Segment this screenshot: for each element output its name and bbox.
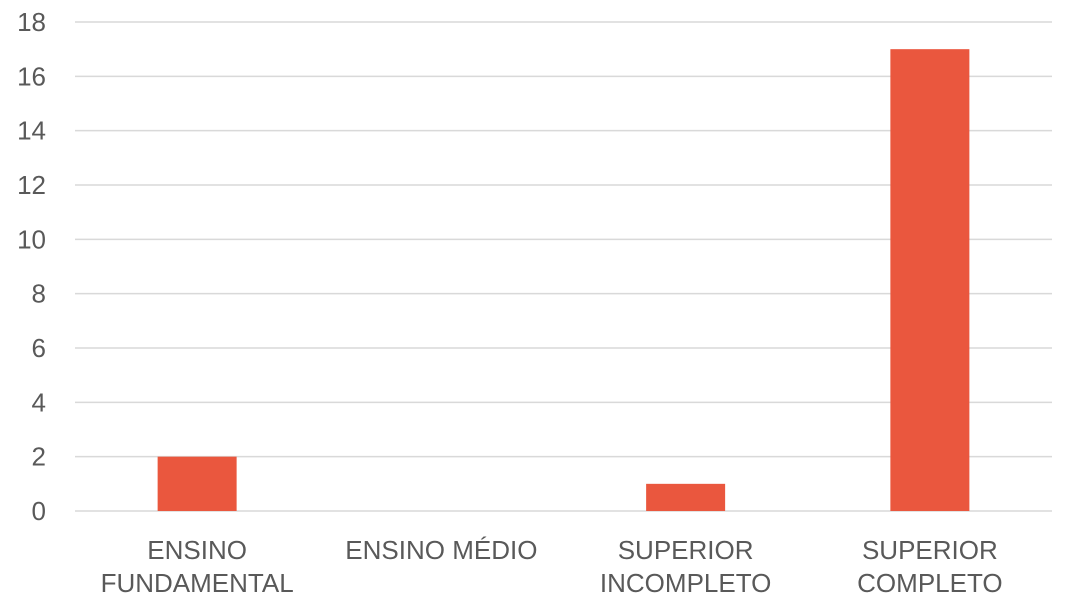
x-category-label: SUPERIOR INCOMPLETO	[600, 535, 771, 597]
y-tick-label: 10	[17, 224, 46, 254]
y-tick-label: 14	[17, 116, 46, 146]
x-category-label-line: SUPERIOR	[618, 535, 754, 565]
x-category-label-line: ENSINO MÉDIO	[345, 535, 537, 565]
y-tick-label: 6	[32, 333, 46, 363]
x-category-label-line: FUNDAMENTAL	[101, 568, 294, 597]
bar	[890, 49, 970, 512]
x-category-label-line: ENSINO	[147, 535, 247, 565]
y-axis-tick-labels: 0 2 4 6 8 10 12 14 16 18	[17, 7, 46, 526]
x-category-label: ENSINO MÉDIO	[345, 535, 537, 565]
x-category-label: ENSINO FUNDAMENTAL	[101, 535, 294, 597]
x-category-label-line: COMPLETO	[857, 568, 1002, 597]
bar	[157, 456, 237, 511]
x-axis-category-labels: ENSINO FUNDAMENTAL ENSINO MÉDIO SUPERIOR INC…	[101, 535, 1003, 597]
bar	[646, 483, 726, 511]
bars	[157, 49, 970, 512]
gridlines	[75, 21, 1052, 512]
y-tick-label: 16	[17, 61, 46, 91]
x-category-label-line: INCOMPLETO	[600, 568, 771, 597]
y-tick-label: 8	[32, 279, 46, 309]
x-category-label: SUPERIOR COMPLETO	[857, 535, 1002, 597]
y-tick-label: 12	[17, 170, 46, 200]
y-tick-label: 2	[32, 442, 46, 472]
y-tick-label: 18	[17, 7, 46, 37]
y-tick-label: 4	[32, 387, 46, 417]
x-category-label-line: SUPERIOR	[862, 535, 998, 565]
y-tick-label: 0	[32, 496, 46, 526]
